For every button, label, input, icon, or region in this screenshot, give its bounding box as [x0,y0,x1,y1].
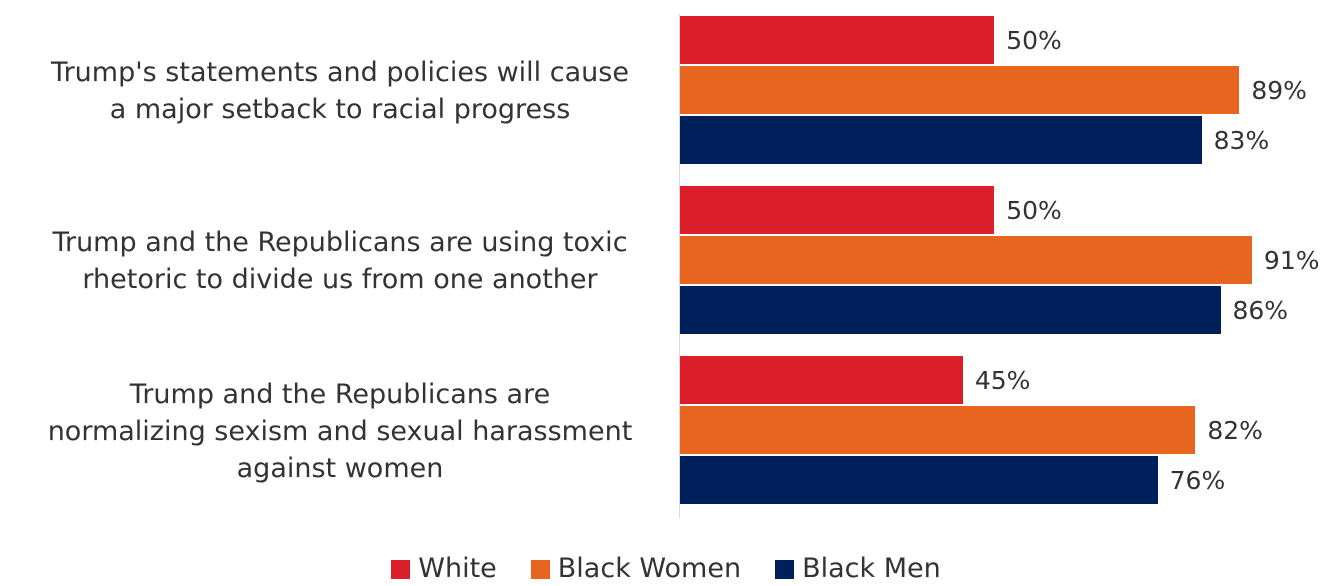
legend-item-black-women: Black Women [530,553,742,585]
category-label-line: Trump and the Republicans are using toxi… [52,227,628,258]
category-axis-line [679,14,680,518]
data-label: 50% [1006,196,1062,225]
legend-swatch-black-men [775,559,795,579]
data-label: 45% [974,366,1031,395]
legend-label-white: White [418,553,497,584]
legend-label-black-women: Black Women [557,553,742,584]
bar-black-women-3 [680,406,1196,454]
legend-item-white: White [391,553,497,585]
data-label: 83% [1213,126,1270,155]
category-label-line: Trump and the Republicans are [129,378,551,410]
bar-black-men-3 [680,456,1158,504]
bar-black-women-2 [680,236,1252,284]
category-label-line: rhetoric to divide us from one another [82,264,598,295]
category-label-line: against women [236,452,444,484]
legend-item-black-men: Black Men [775,553,941,585]
data-label: 82% [1207,416,1263,445]
bar-white-2 [680,186,995,234]
data-label: 76% [1169,466,1226,495]
bar-black-women-1 [680,66,1240,114]
legend-label-black-men: Black Men [802,553,941,584]
data-label: 50% [1006,26,1062,55]
category-label-line: normalizing sexism and sexual harassment [47,415,633,447]
bar-white-3 [680,356,963,404]
data-label: 89% [1251,76,1307,105]
bar-black-men-2 [680,286,1221,334]
data-label: 86% [1232,296,1289,325]
data-label: 91% [1263,246,1320,275]
legend-swatch-white [391,559,411,579]
legend-swatch-black-women [530,559,550,579]
category-label-2: Trump and the Republicans are using toxi… [10,224,670,298]
category-label-3: Trump and the Republicans are normalizing… [10,376,670,487]
bar-black-men-1 [680,116,1202,164]
bar-white-1 [680,16,995,64]
category-label-line: Trump's statements and policies will cau… [51,57,629,88]
legend: White Black Women Black Men [0,552,1332,586]
category-label-1: Trump's statements and policies will cau… [10,54,670,128]
category-label-line: a major setback to racial progress [109,94,571,125]
